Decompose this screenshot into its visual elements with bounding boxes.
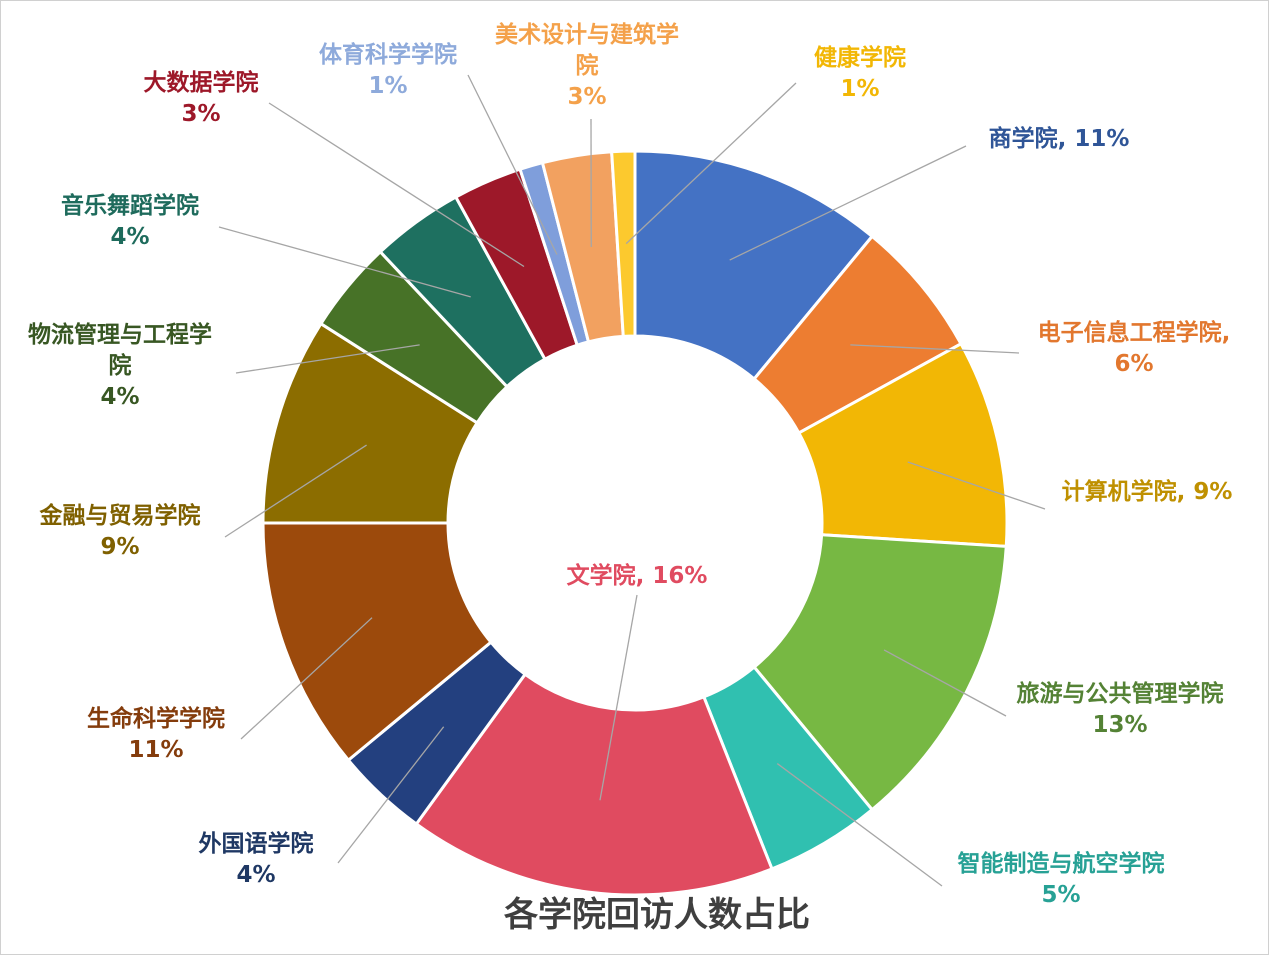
leader-line-9 <box>235 344 420 374</box>
leader-line-8 <box>224 444 367 538</box>
slice-14 <box>610 149 637 338</box>
leader-line-1 <box>850 344 1020 354</box>
data-label-10: 音乐舞蹈学院 4% <box>61 192 199 250</box>
leader-line-11 <box>268 102 525 268</box>
leader-line-0 <box>729 145 967 261</box>
leader-line-12 <box>467 74 558 255</box>
data-label-14: 健康学院 1% <box>814 44 906 102</box>
leader-line-7 <box>240 617 373 740</box>
data-label-11: 大数据学院 3% <box>144 69 259 127</box>
data-label-5: 文学院, 16% <box>567 562 708 589</box>
data-label-9: 物流管理与工程学院 4% <box>28 321 212 410</box>
data-label-13: 美术设计与建筑学院 3% <box>495 21 679 110</box>
data-labels-group: 商学院, 11% 电子信息工程学院, 6% 计算机学院, 9% 旅游与公共管理学院 13%… <box>28 21 1232 908</box>
leader-line-6 <box>337 726 445 864</box>
data-label-3: 旅游与公共管理学院 13% <box>1017 680 1224 738</box>
data-label-12: 体育科学学院 1% <box>319 41 457 99</box>
leader-line-4 <box>776 763 943 887</box>
leader-lines-group <box>218 74 1046 887</box>
slices-group <box>261 149 1009 897</box>
data-label-0: 商学院, 11% <box>989 125 1130 152</box>
data-label-4: 智能制造与航空学院 5% <box>958 850 1165 908</box>
chart-title: 各学院回访人数占比 <box>504 895 810 935</box>
leader-line-2 <box>907 461 1046 510</box>
data-label-1: 电子信息工程学院, 6% <box>1038 319 1231 377</box>
data-label-6: 外国语学院 4% <box>199 830 314 888</box>
leader-line-10 <box>218 226 471 298</box>
leader-line-5 <box>599 594 638 801</box>
leader-line-3 <box>883 649 1007 717</box>
slice-5 <box>414 672 774 897</box>
leader-line-14 <box>625 82 797 245</box>
data-label-2: 计算机学院, 9% <box>1062 478 1233 505</box>
data-label-8: 金融与贸易学院 9% <box>39 502 201 560</box>
data-label-7: 生命科学学院 11% <box>87 705 225 763</box>
